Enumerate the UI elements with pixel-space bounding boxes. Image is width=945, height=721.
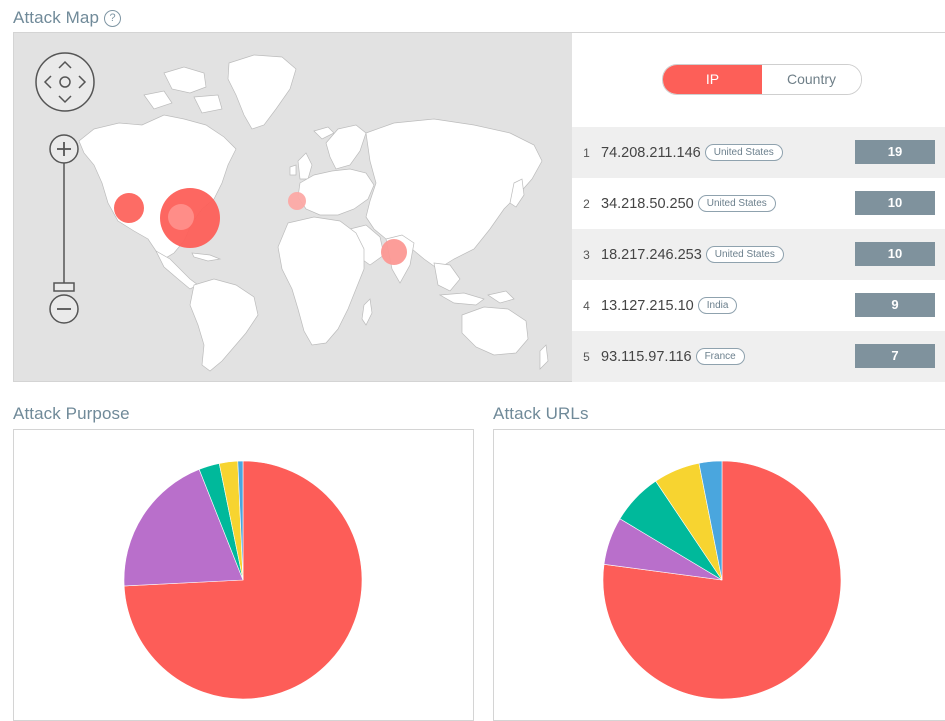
central-america-shape <box>155 250 199 290</box>
pie-slice-2[interactable] <box>123 468 244 587</box>
pie-slice-5[interactable] <box>698 460 723 581</box>
toggle-country-button[interactable]: Country <box>762 65 861 94</box>
attack-bubble-west-us <box>114 193 144 223</box>
attack-map[interactable] <box>13 32 574 382</box>
help-icon[interactable]: ? <box>104 10 122 27</box>
uk-shape <box>289 152 313 180</box>
asia-shape <box>365 118 543 270</box>
rank-ip: 13.127.215.10 <box>601 297 694 314</box>
se-asia-shape <box>433 262 461 292</box>
attack-purpose-panel <box>13 429 474 721</box>
country-badge: United States <box>704 144 783 161</box>
ranking-row[interactable]: 5 93.115.97.116 France 7 <box>572 331 945 382</box>
rank-ip: 34.218.50.250 <box>601 195 694 212</box>
scandinavia-shape <box>325 124 367 170</box>
pan-control[interactable] <box>34 51 96 113</box>
country-badge: France <box>695 348 745 365</box>
pie-slice-1[interactable] <box>602 460 842 700</box>
attack-count: 7 <box>855 344 935 368</box>
rank-number: 2 <box>583 196 590 211</box>
greenland-shape <box>227 54 297 130</box>
rank-number: 1 <box>583 145 590 160</box>
attack-bubble-east-us-inner <box>168 204 194 230</box>
ranking-row[interactable]: 3 18.217.246.253 United States 10 <box>572 229 945 280</box>
indonesia-shape <box>438 290 515 306</box>
rank-ip: 74.208.211.146 <box>601 144 701 161</box>
ranking-row[interactable]: 2 34.218.50.250 United States 10 <box>572 178 945 229</box>
madagascar-shape <box>361 298 373 326</box>
ranking-row[interactable]: 1 74.208.211.146 United States 19 <box>572 127 945 178</box>
australia-shape <box>461 306 529 356</box>
world-map <box>78 54 549 372</box>
country-badge: United States <box>705 246 784 263</box>
arctic-islands-shape <box>143 66 223 114</box>
rank-ip: 93.115.97.116 <box>601 348 692 365</box>
country-badge: United States <box>697 195 776 212</box>
attack-map-title: Attack Map? <box>13 8 122 28</box>
new-zealand-shape <box>539 344 549 370</box>
attack-count: 19 <box>855 140 935 164</box>
ip-country-toggle[interactable]: IP Country <box>662 64 862 95</box>
attack-purpose-title: Attack Purpose <box>13 404 130 423</box>
attack-count: 10 <box>855 191 935 215</box>
iceland-shape <box>313 126 335 140</box>
south-america-shape <box>189 278 259 372</box>
europe-shape <box>297 168 375 216</box>
rank-number: 5 <box>583 349 590 364</box>
africa-shape <box>277 216 365 346</box>
country-badge: India <box>697 297 738 314</box>
attacker-ranking-panel: IP Country 1 74.208.211.146 United State… <box>572 32 945 382</box>
attack-map-title-text: Attack Map <box>13 8 100 27</box>
attack-count: 9 <box>855 293 935 317</box>
attack-count: 10 <box>855 242 935 266</box>
japan-shape <box>509 178 525 208</box>
caribbean-shape <box>191 252 222 262</box>
ranking-row[interactable]: 4 13.127.215.10 India 9 <box>572 280 945 331</box>
attack-purpose-pie-chart <box>123 460 363 700</box>
attack-urls-pie-chart <box>602 460 842 700</box>
toggle-ip-button[interactable]: IP <box>663 65 762 94</box>
zoom-handle <box>53 282 75 292</box>
rank-number: 4 <box>583 298 590 313</box>
rank-ip: 18.217.246.253 <box>601 246 702 263</box>
rank-number: 3 <box>583 247 590 262</box>
attack-bubble-france <box>288 192 306 210</box>
attack-bubble-india <box>381 239 407 265</box>
attack-urls-title: Attack URLs <box>493 404 589 423</box>
pie-slice-5[interactable] <box>237 460 244 581</box>
zoom-slider[interactable] <box>44 133 84 333</box>
attack-urls-panel <box>493 429 945 721</box>
